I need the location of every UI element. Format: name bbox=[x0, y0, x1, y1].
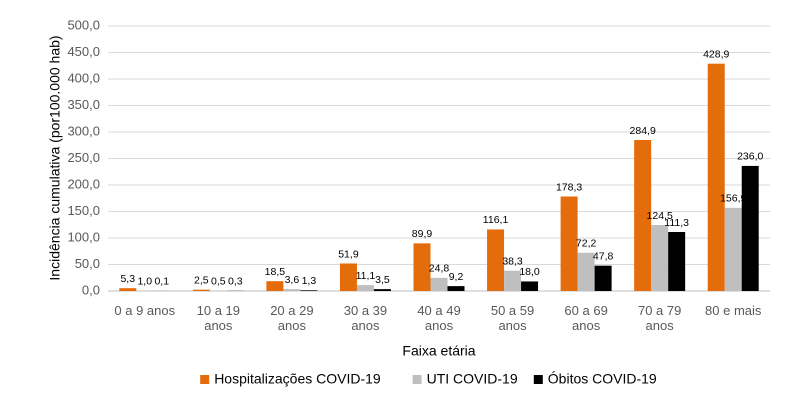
bar bbox=[487, 229, 505, 291]
legend-swatch bbox=[200, 375, 210, 384]
bar bbox=[504, 270, 522, 291]
bar bbox=[413, 243, 431, 291]
y-tick-label: 150,0 bbox=[67, 203, 100, 218]
bar bbox=[651, 225, 669, 291]
x-axis-title: Faixa etária bbox=[402, 343, 475, 359]
value-label: 0,1 bbox=[154, 276, 169, 288]
bar bbox=[136, 290, 154, 291]
y-tick-label: 500,0 bbox=[67, 17, 100, 32]
bar bbox=[577, 252, 595, 291]
x-tick-label: 80 e mais bbox=[705, 303, 762, 318]
value-label: 156,9 bbox=[720, 193, 746, 205]
y-tick-label: 50,0 bbox=[75, 256, 100, 271]
bar bbox=[594, 265, 612, 291]
value-label: 38,3 bbox=[502, 255, 523, 267]
value-label: 5,3 bbox=[120, 273, 135, 285]
value-label: 51,9 bbox=[338, 248, 359, 260]
value-label: 124,5 bbox=[647, 210, 673, 222]
bar bbox=[560, 196, 578, 291]
value-label: 3,5 bbox=[375, 274, 390, 286]
x-tick-label: 0 a 9 anos bbox=[114, 303, 176, 318]
bar bbox=[283, 289, 301, 291]
bar bbox=[266, 281, 284, 291]
value-label: 11,1 bbox=[356, 270, 376, 282]
value-label: 3,6 bbox=[285, 274, 300, 286]
x-tick-label: 40 a 49 anos bbox=[417, 303, 461, 333]
value-label: 18,5 bbox=[265, 266, 286, 278]
bar bbox=[634, 140, 652, 291]
y-axis-title: Incidência cumulativa (por100.000 hab) bbox=[47, 35, 63, 280]
legend-swatch bbox=[412, 375, 422, 384]
value-label: 284,9 bbox=[630, 125, 656, 137]
value-label: 0,5 bbox=[211, 276, 226, 288]
y-tick-label: 300,0 bbox=[67, 123, 100, 138]
value-label: 428,9 bbox=[703, 48, 729, 60]
y-tick-label: 350,0 bbox=[67, 97, 100, 112]
legend-label: Óbitos COVID-19 bbox=[548, 371, 657, 387]
x-tick-label: 30 a 39 anos bbox=[343, 303, 388, 333]
bar bbox=[356, 285, 374, 291]
value-label: 0,3 bbox=[228, 276, 243, 288]
value-label: 89,9 bbox=[412, 228, 433, 240]
value-label: 9,2 bbox=[449, 271, 464, 283]
value-label: 178,3 bbox=[556, 181, 582, 193]
value-label: 2,5 bbox=[194, 274, 209, 286]
x-tick-label: 10 a 19 anos bbox=[196, 303, 241, 333]
y-tick-label: 400,0 bbox=[67, 70, 100, 85]
bar bbox=[447, 286, 465, 291]
x-tick-label: 20 a 29 anos bbox=[270, 303, 314, 333]
legend-label: UTI COVID-19 bbox=[427, 371, 518, 387]
x-tick-label: 60 a 69 anos bbox=[564, 303, 608, 333]
y-tick-label: 0,0 bbox=[82, 282, 100, 297]
legend-label: Hospitalizações COVID-19 bbox=[214, 371, 381, 387]
value-label: 72,2 bbox=[576, 238, 597, 250]
bar bbox=[724, 207, 742, 291]
bar bbox=[707, 63, 725, 291]
bar bbox=[521, 281, 539, 291]
value-label: 1,3 bbox=[302, 275, 317, 287]
bar bbox=[373, 289, 391, 291]
x-tick-label: 50 a 59 anos bbox=[490, 303, 535, 333]
bar bbox=[119, 288, 137, 291]
value-label: 1,0 bbox=[137, 275, 152, 287]
legend-swatch bbox=[533, 375, 543, 384]
value-label: 236,0 bbox=[737, 151, 763, 163]
bar bbox=[339, 263, 357, 291]
bar bbox=[668, 232, 686, 291]
value-label: 24,8 bbox=[429, 263, 450, 275]
x-tick-label: 70 a 79 anos bbox=[637, 303, 682, 333]
bar bbox=[741, 165, 759, 291]
bar bbox=[300, 290, 318, 291]
value-label: 18,0 bbox=[519, 266, 540, 278]
value-label: 111,3 bbox=[664, 217, 689, 229]
bar bbox=[192, 289, 210, 291]
value-label: 47,8 bbox=[593, 250, 614, 262]
y-tick-label: 100,0 bbox=[67, 229, 100, 244]
value-label: 116,1 bbox=[483, 214, 509, 226]
y-tick-label: 250,0 bbox=[67, 150, 100, 165]
y-tick-label: 200,0 bbox=[67, 176, 100, 191]
y-tick-label: 450,0 bbox=[67, 44, 100, 59]
bar bbox=[430, 277, 448, 291]
